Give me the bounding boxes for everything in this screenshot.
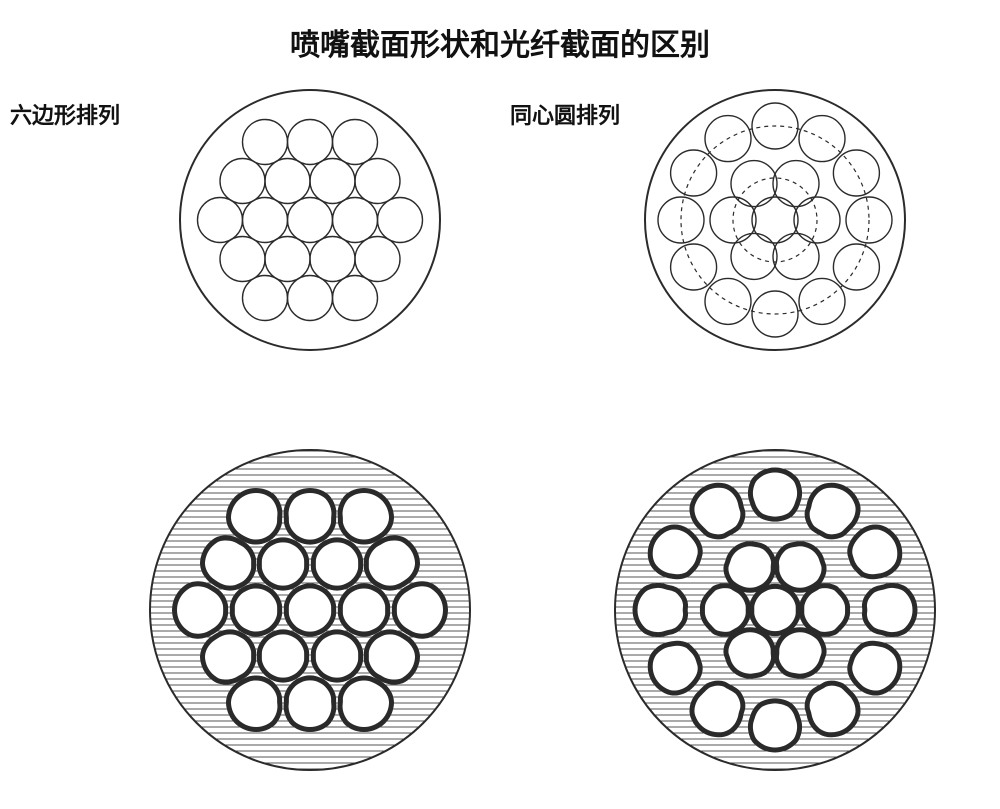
label-concentric: 同心圆排列 <box>510 98 620 130</box>
page: 喷嘴截面形状和光纤截面的区别 六边形排列 同心圆排列 <box>0 0 1000 809</box>
page-title: 喷嘴截面形状和光纤截面的区别 <box>0 20 1000 64</box>
diagram-conc-nozzle <box>635 80 915 360</box>
diagram-hex-nozzle <box>170 80 450 360</box>
label-hex: 六边形排列 <box>10 98 120 130</box>
diagram-hex-fiber <box>140 440 480 780</box>
diagram-conc-fiber <box>605 440 945 780</box>
